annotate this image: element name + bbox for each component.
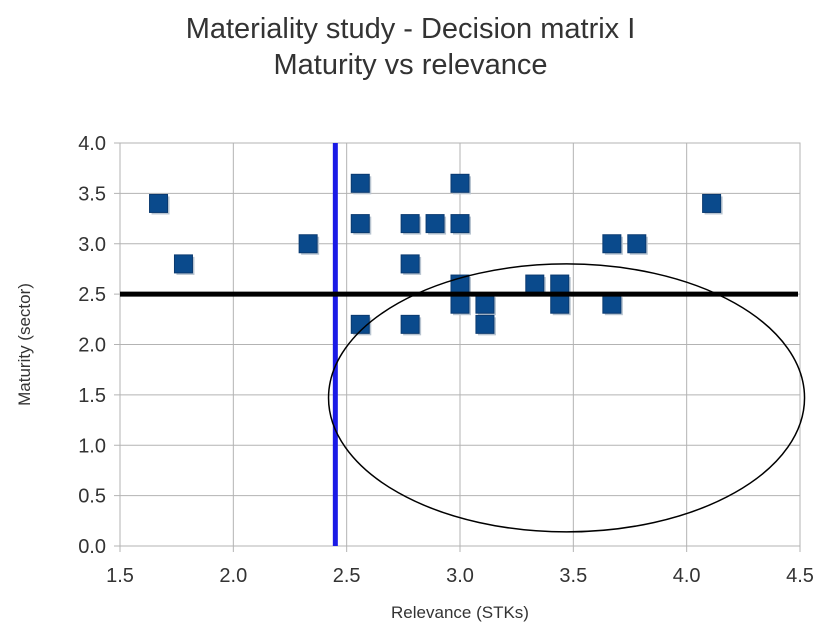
highlight-ellipse bbox=[327, 263, 806, 533]
data-point bbox=[298, 234, 318, 254]
x-tick-label: 2.0 bbox=[219, 565, 247, 587]
data-point bbox=[702, 193, 722, 213]
y-tick-label: 0.5 bbox=[78, 486, 106, 508]
data-point bbox=[400, 214, 420, 234]
annotations bbox=[120, 143, 806, 546]
data-point bbox=[350, 314, 370, 334]
data-point bbox=[400, 254, 420, 274]
data-point bbox=[425, 214, 445, 234]
data-point bbox=[525, 274, 545, 294]
data-point bbox=[475, 314, 495, 334]
x-axis-title: Relevance (STKs) bbox=[391, 603, 529, 622]
y-tick-label: 4.0 bbox=[78, 133, 106, 155]
x-tick-label: 3.5 bbox=[559, 565, 587, 587]
data-point bbox=[450, 214, 470, 234]
x-axis: 1.5 2.0 2.5 3.0 3.5 4.0 4.5 bbox=[106, 546, 814, 587]
data-point bbox=[173, 254, 193, 274]
x-tick-label: 4.5 bbox=[786, 565, 814, 587]
chart-title: Materiality study - Decision matrix I bbox=[185, 13, 636, 45]
data-point bbox=[550, 274, 570, 294]
y-tick-label: 1.0 bbox=[78, 435, 106, 457]
data-point bbox=[627, 234, 647, 254]
data-point bbox=[400, 314, 420, 334]
data-point bbox=[602, 234, 622, 254]
data-point bbox=[475, 294, 495, 314]
y-tick-label: 2.5 bbox=[78, 284, 106, 306]
y-tick-label: 3.5 bbox=[78, 183, 106, 205]
grid-lines bbox=[119, 142, 801, 547]
x-tick-label: 3.0 bbox=[446, 565, 474, 587]
data-series bbox=[149, 173, 723, 336]
data-point bbox=[602, 294, 622, 314]
y-axis-title: Maturity (sector) bbox=[15, 283, 34, 406]
x-tick-label: 2.5 bbox=[333, 565, 361, 587]
data-point bbox=[450, 173, 470, 193]
x-tick-label: 1.5 bbox=[106, 565, 134, 587]
data-point bbox=[149, 193, 169, 213]
data-point bbox=[450, 294, 470, 314]
chart-subtitle: Maturity vs relevance bbox=[273, 49, 548, 81]
y-tick-label: 1.5 bbox=[78, 385, 106, 407]
y-tick-label: 3.0 bbox=[78, 234, 106, 256]
x-tick-label: 4.0 bbox=[673, 565, 701, 587]
y-axis: 0.0 0.5 1.0 1.5 2.0 2.5 3.0 3.5 4.0 bbox=[78, 133, 120, 558]
data-point bbox=[350, 173, 370, 193]
data-point bbox=[350, 214, 370, 234]
data-point bbox=[550, 294, 570, 314]
y-tick-label: 0.0 bbox=[78, 536, 106, 558]
y-tick-label: 2.0 bbox=[78, 335, 106, 357]
